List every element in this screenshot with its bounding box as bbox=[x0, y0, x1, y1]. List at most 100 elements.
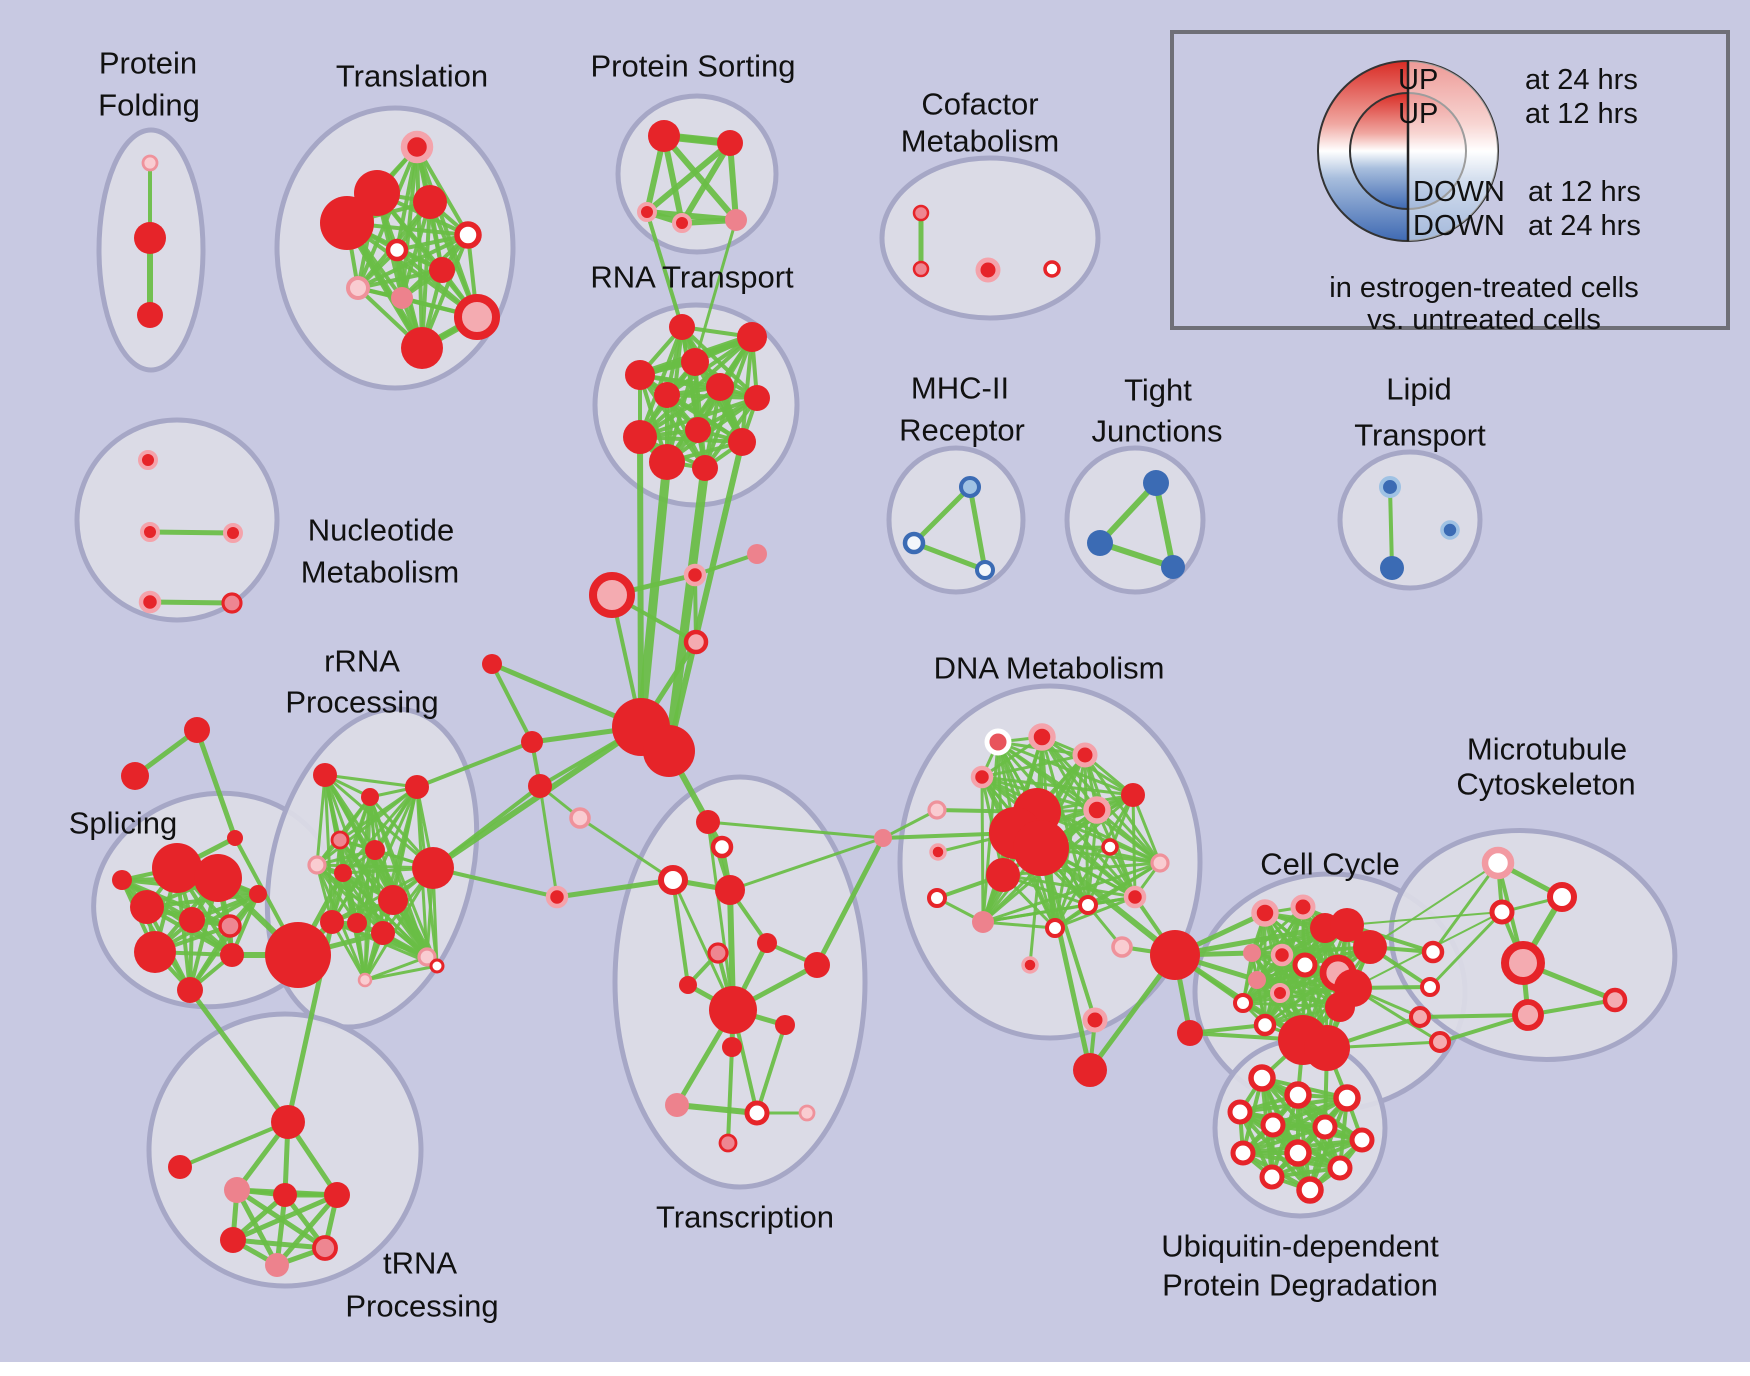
node-tri2 bbox=[227, 830, 243, 846]
node-tri1 bbox=[121, 762, 149, 790]
cluster-label-splicing-line1: Splicing bbox=[69, 806, 178, 841]
node-tn6 bbox=[312, 1235, 338, 1261]
cluster-label-microtubule-cytoskeleton-line2: Cytoskeleton bbox=[1456, 767, 1635, 802]
node-ps2 bbox=[637, 202, 657, 222]
cluster-labels-layer: Protein Folding Translation Protein Sorting… bbox=[69, 46, 1636, 1324]
cluster-label-rrna-processing-line1: rRNA bbox=[324, 644, 400, 679]
node-hub9 bbox=[747, 544, 767, 564]
node-sp9 bbox=[177, 977, 203, 1003]
edge bbox=[981, 920, 1057, 930]
node-tn1 bbox=[168, 1155, 192, 1179]
edge bbox=[363, 866, 435, 982]
node-nm3 bbox=[138, 590, 162, 614]
node-ub8 bbox=[1284, 1139, 1312, 1167]
node-tx12 bbox=[665, 1093, 689, 1117]
node-mt1 bbox=[1547, 882, 1577, 912]
node-nm1 bbox=[140, 522, 160, 542]
node-cc2 bbox=[1251, 899, 1279, 927]
edge bbox=[330, 795, 372, 924]
edge bbox=[1241, 1125, 1327, 1155]
node-ps4 bbox=[725, 209, 747, 231]
cluster-label-cofactor-metabolism-line2: Metabolism bbox=[901, 124, 1060, 159]
node-tx0 bbox=[696, 810, 720, 834]
node-dm21 bbox=[1021, 956, 1039, 974]
cluster-label-mhc-ii-receptor-line1: MHC-II bbox=[911, 371, 1009, 406]
node-rr4 bbox=[365, 840, 385, 860]
node-rr12 bbox=[417, 947, 437, 967]
edge bbox=[323, 773, 419, 789]
edge bbox=[645, 210, 684, 329]
edge bbox=[911, 540, 988, 573]
node-dm17 bbox=[972, 911, 994, 933]
node-tl4 bbox=[454, 221, 482, 249]
node-dm4 bbox=[927, 800, 947, 820]
node-tl10 bbox=[401, 327, 443, 369]
node-cc0 bbox=[1150, 930, 1200, 980]
node-tl7 bbox=[346, 276, 370, 300]
node-sp3 bbox=[179, 907, 205, 933]
edge bbox=[881, 808, 939, 840]
edge bbox=[980, 775, 1135, 797]
node-dm6 bbox=[1083, 796, 1111, 824]
cluster-label-microtubule-cytoskeleton-line1: Microtubule bbox=[1467, 732, 1627, 767]
edge bbox=[728, 836, 885, 892]
node-rt0 bbox=[669, 314, 695, 340]
cluster-label-nucleotide-metabolism-line1: Nucleotide bbox=[308, 513, 454, 548]
legend-box bbox=[1170, 30, 1730, 330]
node-rr8 bbox=[378, 885, 408, 915]
edge bbox=[147, 599, 235, 606]
cluster-ellipse-cofactor-metabolism bbox=[879, 155, 1101, 321]
cluster-label-cofactor-metabolism-line1: Cofactor bbox=[921, 87, 1038, 122]
cluster-label-lipid-transport-line1: Lipid bbox=[1386, 372, 1452, 407]
cluster-label-trna-processing-line1: tRNA bbox=[383, 1246, 457, 1281]
node-cf1 bbox=[912, 260, 930, 278]
node-cc16 bbox=[1325, 992, 1355, 1022]
node-dm3 bbox=[970, 765, 994, 789]
node-rt10 bbox=[649, 444, 685, 480]
edge bbox=[665, 396, 759, 464]
node-cf0 bbox=[912, 204, 930, 222]
edge bbox=[1346, 911, 1503, 926]
node-sp7 bbox=[249, 885, 267, 903]
edge bbox=[315, 785, 419, 867]
node-sp4 bbox=[218, 914, 242, 938]
node-sp2 bbox=[130, 890, 164, 924]
node-tl0 bbox=[400, 130, 434, 164]
node-hub1 bbox=[643, 725, 695, 777]
edge bbox=[638, 373, 707, 470]
node-tx8 bbox=[804, 952, 830, 978]
node-tn7 bbox=[265, 1253, 289, 1277]
node-rr11 bbox=[371, 921, 395, 945]
node-rr5 bbox=[307, 855, 327, 875]
node-ub1 bbox=[1284, 1081, 1312, 1109]
node-rt1 bbox=[737, 322, 767, 352]
node-rt4 bbox=[654, 382, 680, 408]
node-lt1 bbox=[1380, 556, 1404, 580]
legend-caption-line2: vs. untreated cells bbox=[1367, 304, 1601, 336]
node-hub6 bbox=[569, 807, 591, 829]
node-hub3 bbox=[482, 654, 502, 674]
node-mt2 bbox=[1489, 899, 1515, 925]
node-ub10 bbox=[1259, 1164, 1285, 1190]
node-ub7 bbox=[1230, 1140, 1256, 1166]
node-ub5 bbox=[1312, 1114, 1338, 1140]
node-dm0 bbox=[984, 728, 1012, 756]
node-ub6 bbox=[1349, 1127, 1375, 1153]
node-tx11 bbox=[722, 1037, 742, 1057]
edge bbox=[638, 325, 684, 439]
node-cf2 bbox=[975, 257, 1001, 283]
legend-time-label-1: at 24 hrs bbox=[1525, 64, 1638, 96]
cluster-label-mhc-ii-receptor-line2: Receptor bbox=[899, 413, 1025, 448]
node-mh2 bbox=[975, 560, 995, 580]
cluster-label-protein-sorting-line1: Protein Sorting bbox=[590, 49, 795, 84]
node-rt2 bbox=[681, 348, 709, 376]
edge bbox=[187, 987, 291, 1125]
node-cc6 bbox=[1292, 952, 1318, 978]
node-tn4 bbox=[324, 1182, 350, 1208]
node-rt7 bbox=[685, 417, 711, 443]
cluster-label-dna-metabolism-line1: DNA Metabolism bbox=[934, 651, 1165, 686]
node-tx13 bbox=[744, 1100, 770, 1126]
edge bbox=[330, 848, 377, 924]
node-tl5 bbox=[385, 238, 409, 262]
